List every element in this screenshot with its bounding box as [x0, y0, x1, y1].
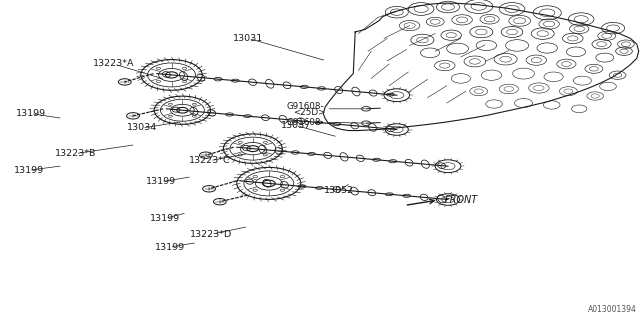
Text: 13223*C: 13223*C: [189, 156, 231, 165]
Text: 13223*D: 13223*D: [190, 230, 232, 239]
Text: 13199: 13199: [154, 243, 185, 252]
Text: 13223*A: 13223*A: [93, 60, 134, 68]
Text: 13223*B: 13223*B: [55, 149, 96, 158]
Text: 13199: 13199: [146, 177, 177, 186]
Text: <25D>: <25D>: [293, 108, 326, 117]
Text: G91608-: G91608-: [287, 102, 324, 111]
Text: 13199: 13199: [15, 109, 46, 118]
Text: G91608-: G91608-: [287, 118, 324, 127]
Text: 13199: 13199: [13, 166, 44, 175]
Text: 13034: 13034: [127, 124, 157, 132]
Text: A013001394: A013001394: [588, 305, 637, 314]
Text: 13052: 13052: [324, 186, 355, 195]
Text: 13037: 13037: [280, 121, 311, 130]
Text: FRONT: FRONT: [445, 195, 478, 205]
Text: 13031: 13031: [233, 34, 264, 43]
Text: 13199: 13199: [150, 214, 180, 223]
